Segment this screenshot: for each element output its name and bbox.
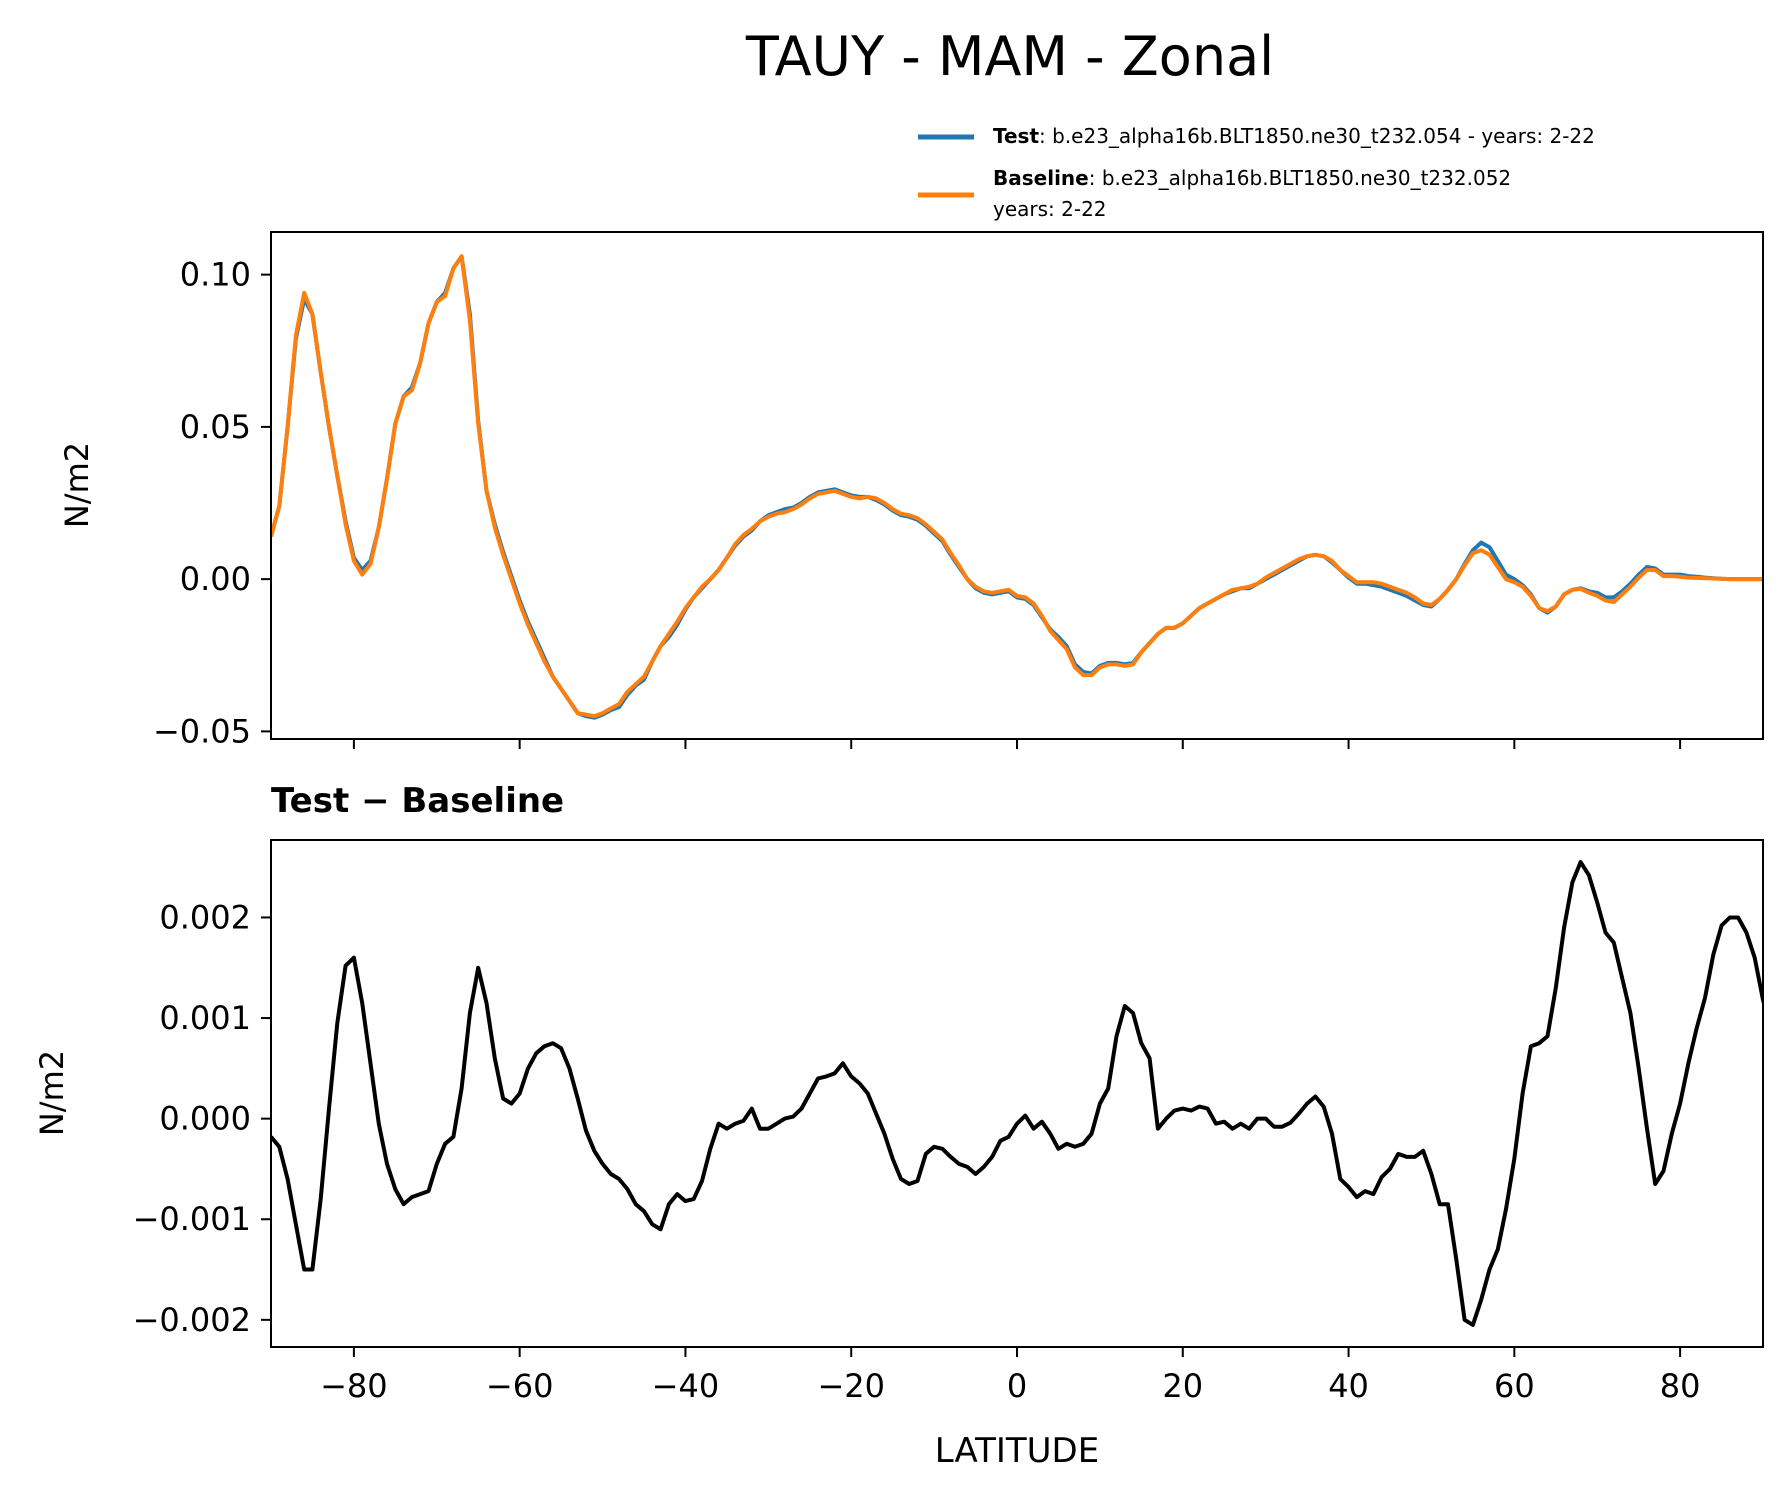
bottom-y-tick-label: −0.001 <box>133 1200 251 1238</box>
bottom-x-tick-label: 60 <box>1494 1367 1535 1405</box>
top-series-line-baseline <box>271 254 1763 719</box>
top-y-tick-label: 0.10 <box>180 256 251 294</box>
legend-label-test: Test: b.e23_alpha16b.BLT1850.ne30_t232.0… <box>993 124 1595 148</box>
bottom-y-tick-label: −0.002 <box>133 1301 251 1339</box>
top-plot-frame <box>270 231 1764 740</box>
bottom-plot-frame <box>270 839 1764 1348</box>
bottom-x-tick-label: 0 <box>1007 1367 1027 1405</box>
legend: Test: b.e23_alpha16b.BLT1850.ne30_t232.0… <box>918 124 1595 221</box>
x-axis-label: LATITUDE <box>935 1431 1099 1471</box>
top-panel: −0.05 0.00 0.05 0.10 N/m2 <box>58 231 1764 750</box>
bottom-series-line-difference <box>271 860 1763 1327</box>
bottom-x-tick-label: 40 <box>1328 1367 1369 1405</box>
bottom-x-tick-label: 20 <box>1162 1367 1203 1405</box>
bottom-y-tick-label: 0.001 <box>159 999 251 1037</box>
bottom-plot-line <box>271 860 1763 1327</box>
legend-label-baseline: Baseline: b.e23_alpha16b.BLT1850.ne30_t2… <box>993 166 1511 190</box>
bottom-y-axis-label: N/m2 <box>33 1050 71 1136</box>
bottom-y-tick-label: 0.002 <box>159 898 251 936</box>
top-ticks: −0.05 0.00 0.05 0.10 <box>153 256 1682 750</box>
top-series-line-test <box>271 254 1763 720</box>
top-y-tick-label: 0.00 <box>180 560 251 598</box>
bottom-y-tick-label: 0.000 <box>159 1100 251 1138</box>
bottom-ticks: −80 −60 −40 −20 0 20 40 60 80 −0.002 −0.001 0.000 0.… <box>133 898 1701 1405</box>
bottom-x-tick-label: −40 <box>652 1367 720 1405</box>
bottom-x-tick-label: −80 <box>320 1367 388 1405</box>
bottom-panel: Test − Baseline −80 −60 −40 −20 0 20 40 60 80 −0.… <box>33 781 1764 1471</box>
figure-title: TAUY - MAM - Zonal <box>745 25 1274 88</box>
bottom-x-tick-label: 80 <box>1660 1367 1701 1405</box>
legend-label-baseline-line2: years: 2-22 <box>993 197 1107 221</box>
top-y-axis-label: N/m2 <box>58 442 96 528</box>
bottom-panel-title: Test − Baseline <box>271 781 564 821</box>
bottom-x-tick-label: −60 <box>486 1367 554 1405</box>
bottom-x-tick-label: −20 <box>817 1367 885 1405</box>
top-y-tick-label: 0.05 <box>180 408 251 446</box>
top-plot-lines <box>271 254 1763 720</box>
top-y-tick-label: −0.05 <box>153 712 251 750</box>
